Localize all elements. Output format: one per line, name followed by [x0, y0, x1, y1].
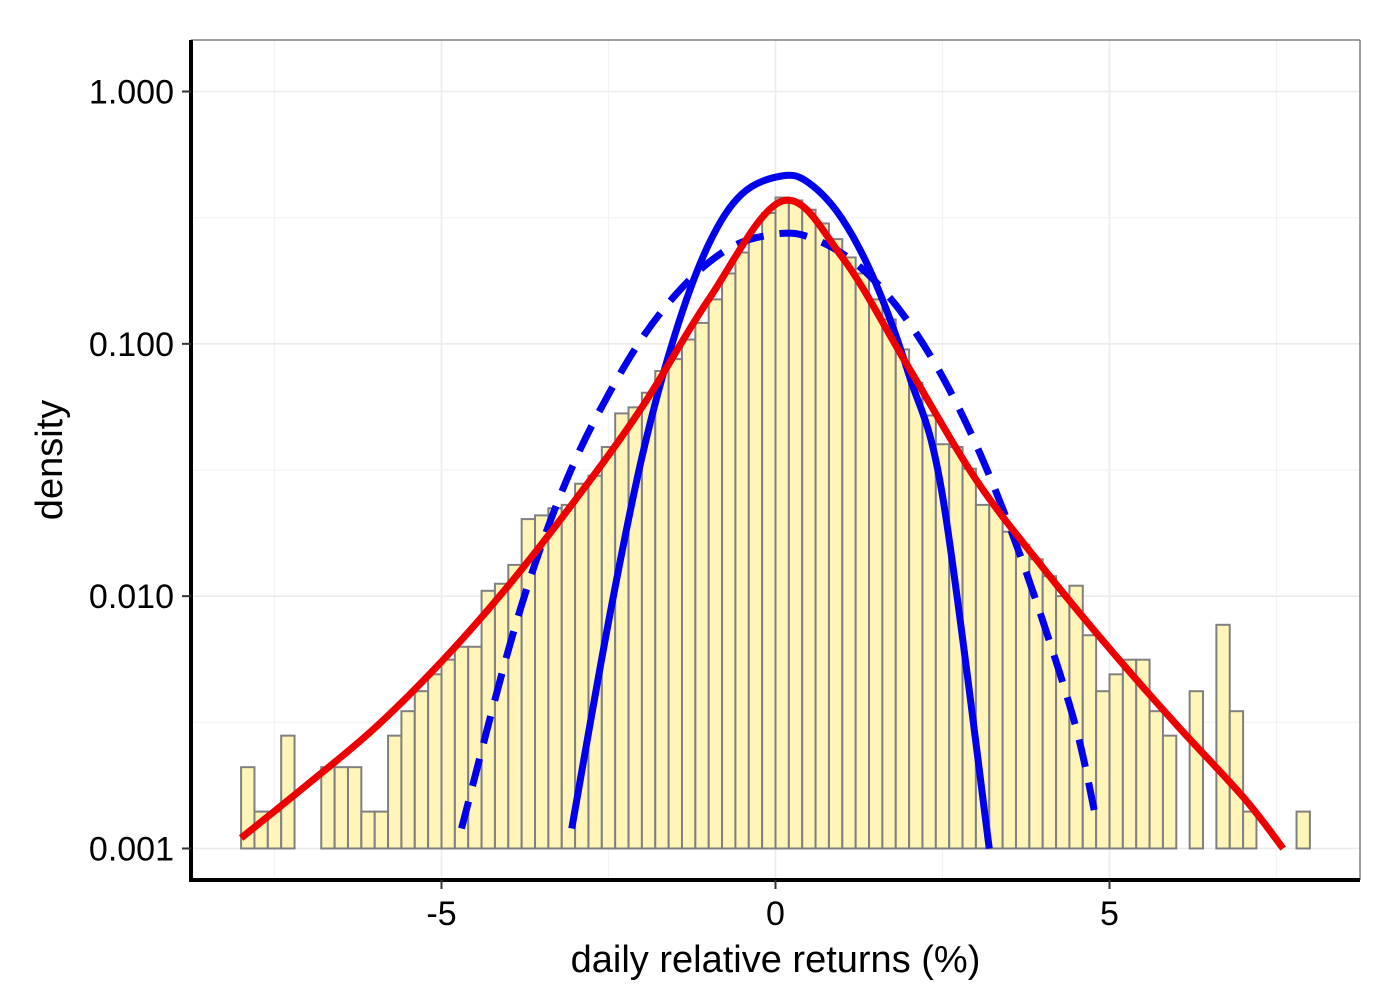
histogram-bar	[280, 734, 296, 850]
histogram-bar	[868, 298, 884, 850]
heavy-tail-fit-curve	[238, 196, 1286, 851]
histogram-bar	[694, 321, 710, 850]
histogram-bar	[761, 211, 777, 850]
histogram-bar	[360, 810, 376, 850]
histogram-bar	[614, 412, 630, 850]
histogram-bar	[427, 673, 443, 850]
empirical-density-dashed-curve	[458, 229, 1100, 830]
histogram-bar	[1242, 810, 1258, 850]
histogram-bar	[373, 810, 390, 850]
histogram-bar	[721, 272, 737, 850]
histogram-bar	[854, 272, 871, 850]
histogram-bar	[493, 582, 510, 850]
histogram-bar	[467, 645, 483, 850]
histogram-bar	[908, 381, 924, 850]
density-curves	[238, 171, 1286, 851]
histogram-bar	[387, 734, 403, 850]
histogram-bar	[400, 710, 416, 850]
histogram-bar	[801, 208, 817, 850]
histogram-bar	[921, 414, 937, 850]
histogram-bar	[440, 658, 456, 850]
histogram-bar	[1215, 623, 1231, 850]
histogram-bar	[988, 503, 1004, 850]
histogram-bar	[680, 338, 697, 850]
histogram-bar	[333, 766, 349, 850]
histogram-bar	[560, 503, 577, 850]
histogram-bar	[346, 766, 363, 850]
histogram-bar	[1095, 690, 1111, 850]
histogram-bar	[1108, 673, 1124, 850]
histogram-bar	[734, 251, 750, 850]
y-tick-label: 0.100	[89, 326, 174, 364]
y-tick-label: 0.010	[89, 578, 174, 616]
histogram-bar	[747, 233, 764, 850]
histogram-bar	[881, 318, 897, 850]
y-tick-label: 1.000	[89, 74, 174, 112]
histogram-bar	[1188, 690, 1205, 850]
y-tick-label: 0.001	[89, 830, 174, 868]
histogram-bar	[1014, 543, 1031, 850]
x-tick-label: 0	[766, 895, 785, 933]
x-axis-title: daily relative returns (%)	[571, 939, 981, 981]
histogram-bar	[787, 199, 804, 850]
histogram-bar	[774, 196, 790, 850]
histogram-bar	[1148, 710, 1164, 850]
histogram-bar	[654, 370, 670, 850]
histogram-bar	[1295, 810, 1311, 850]
histogram-bar	[894, 348, 911, 850]
histogram-bar	[707, 298, 724, 850]
x-tick-label: -5	[426, 895, 456, 933]
histogram-bar	[413, 690, 430, 850]
histogram-bar	[814, 222, 830, 850]
histogram-bar	[1121, 658, 1138, 850]
histogram-bar	[841, 256, 857, 850]
histogram-bar	[1081, 634, 1098, 850]
y-axis-title: density	[29, 400, 71, 520]
histogram-bar	[547, 507, 563, 850]
histogram-bar	[320, 766, 336, 850]
histogram-bar	[827, 238, 844, 850]
histogram-bar	[1055, 595, 1071, 850]
histogram-bar	[1028, 558, 1044, 850]
histogram-bar	[1161, 734, 1178, 850]
x-tick-label: 5	[1100, 895, 1119, 933]
axis-ticks: -5 0 5 0.001 0.010 0.100 1.000	[89, 74, 1119, 933]
normal-fit-curve	[568, 171, 993, 849]
histogram-bar	[1001, 530, 1017, 850]
histogram-bar	[667, 358, 683, 850]
